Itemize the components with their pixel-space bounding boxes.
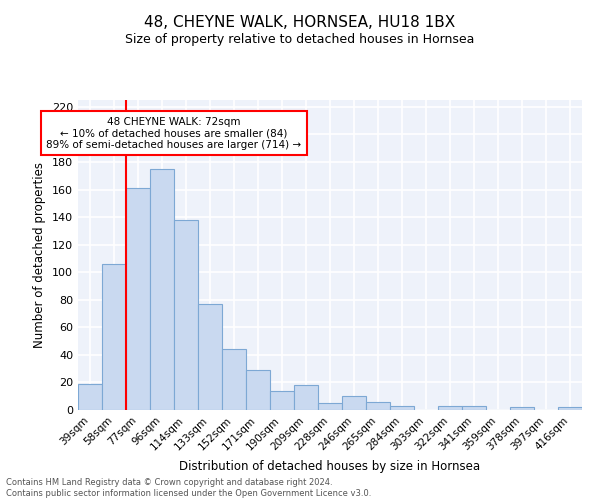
Bar	[126, 188, 150, 410]
Bar	[510, 407, 534, 410]
Text: Size of property relative to detached houses in Hornsea: Size of property relative to detached ho…	[125, 32, 475, 46]
Bar	[294, 385, 318, 410]
Text: 48, CHEYNE WALK, HORNSEA, HU18 1BX: 48, CHEYNE WALK, HORNSEA, HU18 1BX	[145, 15, 455, 30]
Bar	[366, 402, 390, 410]
X-axis label: Distribution of detached houses by size in Hornsea: Distribution of detached houses by size …	[179, 460, 481, 473]
Bar	[246, 370, 270, 410]
Bar	[222, 350, 246, 410]
Y-axis label: Number of detached properties: Number of detached properties	[34, 162, 46, 348]
Bar	[78, 384, 102, 410]
Bar	[438, 406, 462, 410]
Bar	[558, 407, 582, 410]
Bar	[462, 406, 486, 410]
Bar	[198, 304, 222, 410]
Bar	[390, 406, 414, 410]
Bar	[270, 390, 294, 410]
Bar	[102, 264, 126, 410]
Bar	[318, 403, 342, 410]
Text: 48 CHEYNE WALK: 72sqm
← 10% of detached houses are smaller (84)
89% of semi-deta: 48 CHEYNE WALK: 72sqm ← 10% of detached …	[46, 116, 302, 150]
Bar	[342, 396, 366, 410]
Text: Contains HM Land Registry data © Crown copyright and database right 2024.
Contai: Contains HM Land Registry data © Crown c…	[6, 478, 371, 498]
Bar	[150, 169, 174, 410]
Bar	[174, 220, 198, 410]
